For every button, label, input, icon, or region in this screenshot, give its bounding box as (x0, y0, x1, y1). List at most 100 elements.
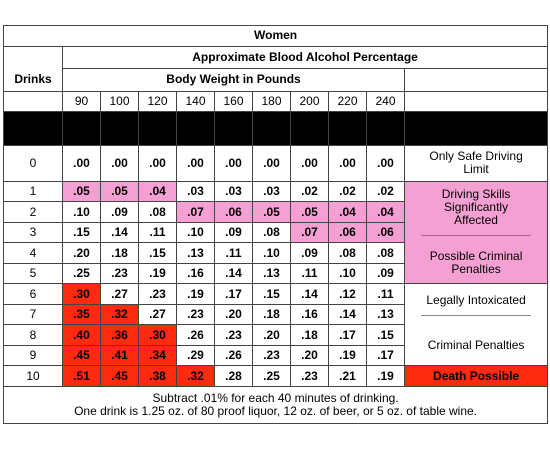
bac-value-cell: .03 (214, 180, 253, 203)
bac-value-cell: .25 (252, 365, 291, 388)
bac-value-cell: .05 (252, 201, 291, 223)
bac-value-cell: .18 (100, 242, 139, 264)
table-row: 2.10.09.08.07.06.05.05.04.04 (3, 201, 548, 223)
bac-value-cell: .10 (62, 201, 101, 223)
bac-value-cell: .00 (252, 145, 291, 182)
table-row: 9.45.41.34.29.26.23.20.19.17 (3, 344, 548, 367)
status-criminal-penalties-text: Criminal Penalties (427, 337, 525, 352)
bac-value-cell: .00 (100, 145, 139, 182)
bac-value-cell: .08 (366, 242, 405, 264)
bac-value-cell: .32 (100, 303, 139, 326)
black-band-cell (403, 111, 549, 146)
bac-value-cell: .16 (290, 303, 329, 326)
status-possible-penalties-text: Possible Criminal Penalties (429, 249, 523, 277)
bac-value-cell: .19 (138, 262, 177, 285)
bac-value-cell: .06 (366, 221, 405, 244)
bac-value-cell: .26 (176, 324, 215, 346)
bac-value-cell: .35 (62, 303, 101, 326)
weight-header-cell: 160 (214, 90, 253, 113)
bac-value-cell: .17 (328, 324, 367, 346)
black-band-cell (366, 111, 405, 146)
table-row: 1.05.05.04.03.03.03.02.02.02 Driving Skil… (3, 180, 549, 243)
corner-cell (3, 45, 63, 69)
bac-value-cell: .21 (328, 365, 367, 388)
bac-value-cell: .27 (138, 303, 177, 326)
bac-value-cell: .11 (366, 283, 405, 305)
table-row: 5.25.23.19.16.14.13.11.10.09 (3, 262, 548, 285)
bac-value-cell: .34 (138, 344, 177, 367)
bac-value-cell: .27 (100, 283, 139, 305)
bac-value-cell: .04 (328, 201, 367, 223)
weight-row-blank (3, 90, 63, 113)
status-criminal-penalties: Criminal Penalties (403, 324, 549, 367)
status-divider (420, 235, 532, 237)
drinks-count-cell: 0 (3, 145, 63, 182)
status-divider (420, 314, 532, 316)
weight-header-cell: 200 (290, 90, 329, 113)
bac-value-cell: .17 (214, 283, 253, 305)
drinks-count-cell: 7 (3, 303, 63, 326)
black-band-cell (138, 111, 177, 146)
bac-value-cell: .09 (214, 221, 253, 244)
bac-value-cell: .19 (328, 344, 367, 367)
bac-value-cell: .23 (214, 324, 253, 346)
status-header-blank (403, 68, 549, 92)
bac-value-cell: .38 (138, 365, 177, 388)
status-safe-limit-text: Only Safe Driving Limit (429, 149, 523, 177)
bac-value-cell: .25 (62, 262, 101, 285)
bac-value-cell: .10 (176, 221, 215, 244)
bac-value-cell: .23 (290, 365, 329, 388)
weight-header-cell: 100 (100, 90, 139, 113)
bac-value-cell: .30 (138, 324, 177, 346)
footer-note: Subtract .01% for each 40 minutes of dri… (2, 386, 549, 424)
table-row: 0.00.00.00.00.00.00.00.00.00 Only Safe Dr… (3, 145, 549, 182)
bac-value-cell: .51 (62, 365, 101, 388)
black-band-cell (100, 111, 139, 146)
bac-value-cell: .28 (214, 365, 253, 388)
drinks-count-cell: 4 (3, 242, 63, 264)
bac-value-cell: .07 (290, 221, 329, 244)
bac-value-cell: .04 (366, 201, 405, 223)
bac-value-cell: .13 (366, 303, 405, 326)
status-death-possible-text: Death Possible (433, 368, 520, 383)
bac-value-cell: .30 (62, 283, 101, 305)
weight-header: Body Weight in Pounds (62, 68, 405, 92)
bac-value-cell: .00 (290, 145, 329, 182)
bac-value-cell: .15 (366, 324, 405, 346)
bac-value-cell: .00 (176, 145, 215, 182)
bac-value-cell: .12 (328, 283, 367, 305)
table-title: Women (2, 25, 549, 47)
bac-value-cell: .17 (366, 344, 405, 367)
table-row: 6.30.27.23.19.17.15.14.12.11 Legally Into… (3, 283, 549, 325)
table-row: 8.40.36.30.26.23.20.18.17.15 Criminal Pen… (3, 324, 549, 367)
bac-value-cell: .10 (252, 242, 291, 264)
bac-value-cell: .29 (176, 344, 215, 367)
bac-value-cell: .23 (100, 262, 139, 285)
bac-value-cell: .14 (328, 303, 367, 326)
bac-value-cell: .00 (214, 145, 253, 182)
table-row: 4.20.18.15.13.11.10.09.08.08 Possible Cri… (3, 242, 549, 285)
bac-value-cell: .03 (252, 180, 291, 203)
weight-row: 90 100 120 140 160 180 200 220 240 (3, 90, 549, 113)
bac-value-cell: .05 (290, 201, 329, 223)
status-legally-intoxicated: Legally Intoxicated (403, 283, 549, 325)
bac-value-cell: .18 (290, 324, 329, 346)
bac-value-cell: .13 (176, 242, 215, 264)
black-band-cell (176, 111, 215, 146)
bac-value-cell: .13 (252, 262, 291, 285)
footer-line-1: Subtract .01% for each 40 minutes of dri… (152, 391, 399, 406)
drinks-count-cell: 10 (3, 365, 63, 388)
bac-value-cell: .11 (214, 242, 253, 264)
status-safe-limit: Only Safe Driving Limit (403, 145, 549, 182)
black-band-cell (3, 111, 63, 146)
bac-value-cell: .14 (214, 262, 253, 285)
drinks-count-cell: 6 (3, 283, 63, 305)
weight-row-status-blank (403, 90, 549, 113)
bac-value-cell: .11 (290, 262, 329, 285)
bac-value-cell: .26 (214, 344, 253, 367)
bac-chart-table: Women Approximate Blood Alcohol Percenta… (2, 25, 549, 424)
drinks-column-header: Drinks (3, 68, 63, 92)
bac-value-cell: .00 (328, 145, 367, 182)
bac-value-cell: .20 (62, 242, 101, 264)
weight-header-cell: 120 (138, 90, 177, 113)
